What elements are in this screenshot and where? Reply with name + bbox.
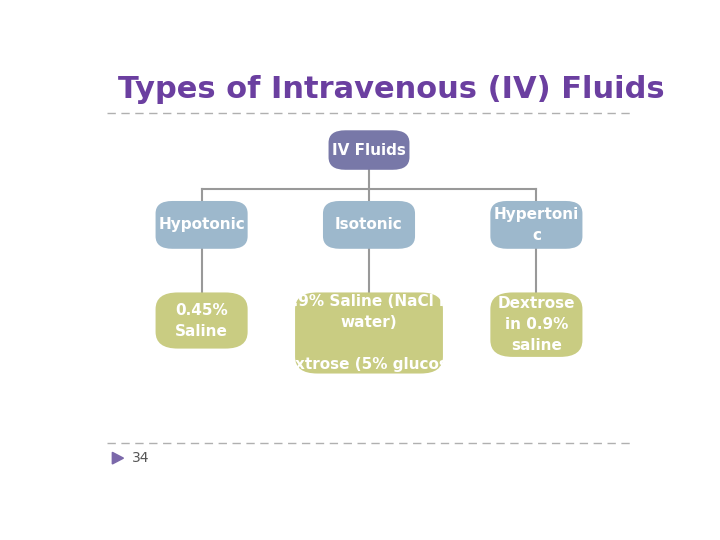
- Text: IV Fluids: IV Fluids: [332, 143, 406, 158]
- FancyBboxPatch shape: [490, 293, 582, 357]
- FancyBboxPatch shape: [490, 201, 582, 249]
- Text: Isotonic: Isotonic: [335, 218, 403, 232]
- Text: 0.9% Saline (NaCl in
water)

Dextrose (5% glucose): 0.9% Saline (NaCl in water) Dextrose (5%…: [272, 294, 466, 372]
- Polygon shape: [112, 453, 124, 464]
- Text: Types of Intravenous (IV) Fluids: Types of Intravenous (IV) Fluids: [118, 75, 665, 104]
- Text: 34: 34: [132, 451, 149, 465]
- FancyBboxPatch shape: [323, 201, 415, 249]
- FancyBboxPatch shape: [295, 293, 443, 374]
- FancyBboxPatch shape: [328, 130, 410, 170]
- Text: Hypertoni
c: Hypertoni c: [494, 207, 579, 243]
- Text: 0.45%
Saline: 0.45% Saline: [175, 302, 228, 339]
- FancyBboxPatch shape: [156, 201, 248, 249]
- FancyBboxPatch shape: [156, 293, 248, 349]
- Text: Dextrose
in 0.9%
saline: Dextrose in 0.9% saline: [498, 296, 575, 353]
- Text: Hypotonic: Hypotonic: [158, 218, 245, 232]
